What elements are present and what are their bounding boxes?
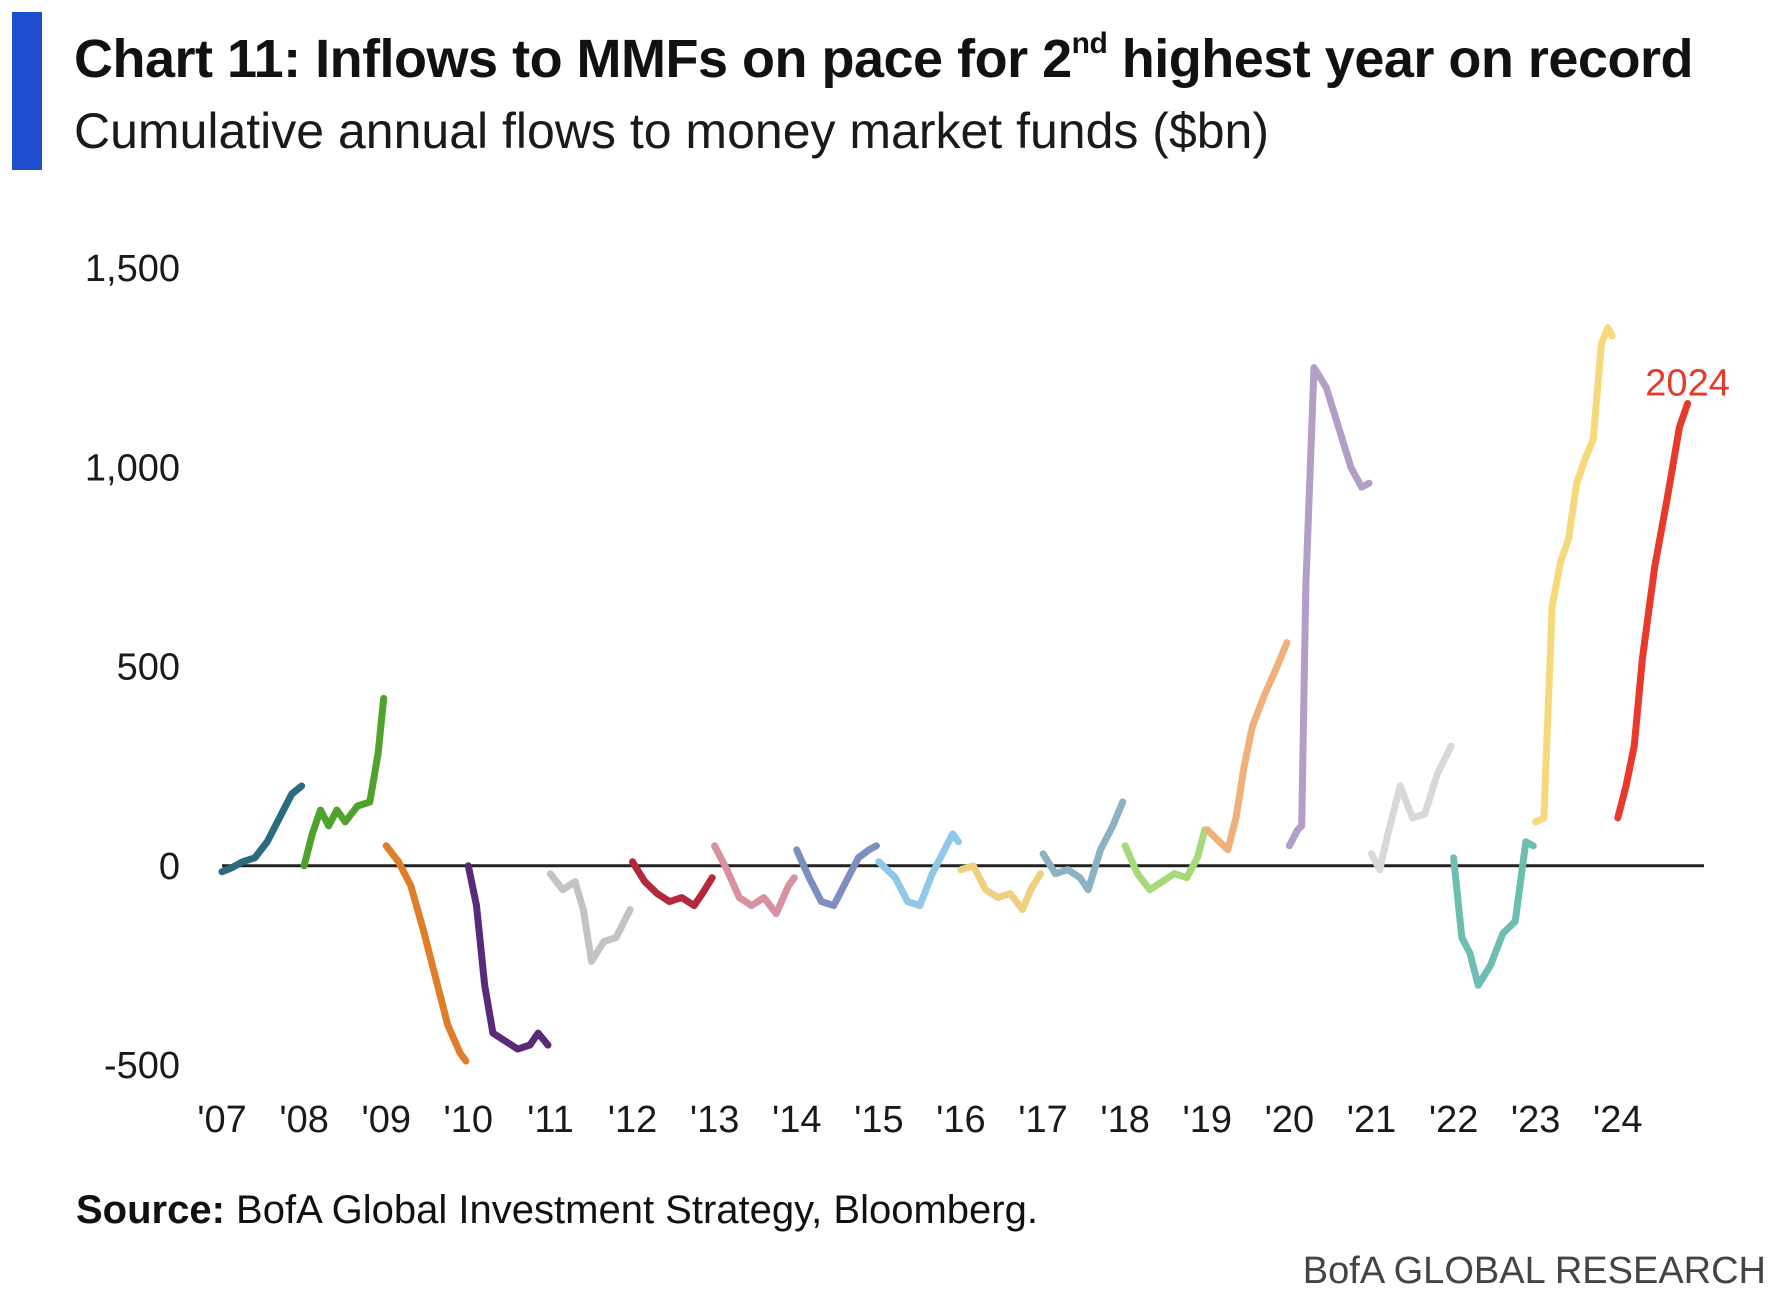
x-tick-label: '18 [1100, 1099, 1150, 1141]
series-line [464, 862, 552, 1053]
x-tick-label: '21 [1347, 1099, 1397, 1141]
x-tick-label: '10 [444, 1099, 494, 1141]
series-line [300, 694, 388, 870]
y-axis: -500 0 500 1,000 1,500 [85, 248, 180, 1087]
title-main: Chart 11: Inflows to MMFs on pace for 2 [74, 29, 1072, 89]
series-line [629, 858, 716, 910]
source-note: Source: BofA Global Investment Strategy,… [76, 1184, 1038, 1236]
series-line [711, 842, 798, 918]
x-tick-label: '07 [197, 1099, 247, 1141]
series-line [546, 870, 634, 965]
x-tick-label: '17 [1018, 1099, 1068, 1141]
chart-subtitle: Cumulative annual flows to money market … [74, 103, 1270, 159]
x-tick-label: '19 [1182, 1099, 1232, 1141]
x-tick-label: '11 [527, 1099, 574, 1141]
series-line [382, 842, 470, 1065]
series-line [1285, 364, 1373, 850]
x-tick-label: '20 [1265, 1099, 1315, 1141]
x-tick-label: '16 [936, 1099, 986, 1141]
accent-bar [12, 12, 42, 170]
x-tick-label: '08 [279, 1099, 329, 1141]
series-line [793, 842, 880, 910]
x-tick-label: '14 [772, 1099, 822, 1141]
annotation-label: 2024 [1645, 363, 1730, 405]
x-tick-label: '13 [690, 1099, 740, 1141]
x-tick-label: '23 [1511, 1099, 1561, 1141]
y-tick-label: 500 [117, 647, 180, 689]
series-line [1121, 826, 1209, 894]
source-label: Source: [76, 1188, 225, 1232]
x-axis: '07 '08 '09 '10 '11 '12 '13 '14 '15 '16 '17 '18 '19 '… [197, 1099, 1642, 1141]
series-line [1203, 639, 1291, 854]
x-tick-label: '22 [1429, 1099, 1479, 1141]
x-tick-label: '09 [361, 1099, 411, 1141]
series-line [1368, 742, 1455, 874]
series-line [1532, 324, 1616, 826]
title-ordinal-suffix: nd [1071, 27, 1108, 60]
series-line [1039, 798, 1127, 894]
annotation-group: 2024 [1645, 363, 1730, 405]
source-text: BofA Global Investment Strategy, Bloombe… [224, 1188, 1038, 1232]
y-tick-label: 1,000 [85, 447, 180, 489]
title-tail: highest year on record [1107, 29, 1694, 89]
series-line [1450, 838, 1537, 989]
y-tick-label: 1,500 [85, 248, 180, 290]
page-title: Chart 11: Inflows to MMFs on pace for 2n… [74, 26, 1693, 92]
series-line [218, 782, 306, 876]
x-tick-label: '24 [1593, 1099, 1643, 1141]
series-line [875, 830, 962, 910]
x-tick-label: '12 [608, 1099, 658, 1141]
brand-watermark: BofA GLOBAL RESEARCH [1302, 1250, 1766, 1292]
series-line [957, 862, 1045, 914]
y-tick-label: 0 [159, 846, 180, 888]
series-group [218, 324, 1692, 1065]
x-tick-label: '15 [854, 1099, 904, 1141]
y-tick-label: -500 [104, 1045, 180, 1087]
series-line [1614, 400, 1692, 822]
